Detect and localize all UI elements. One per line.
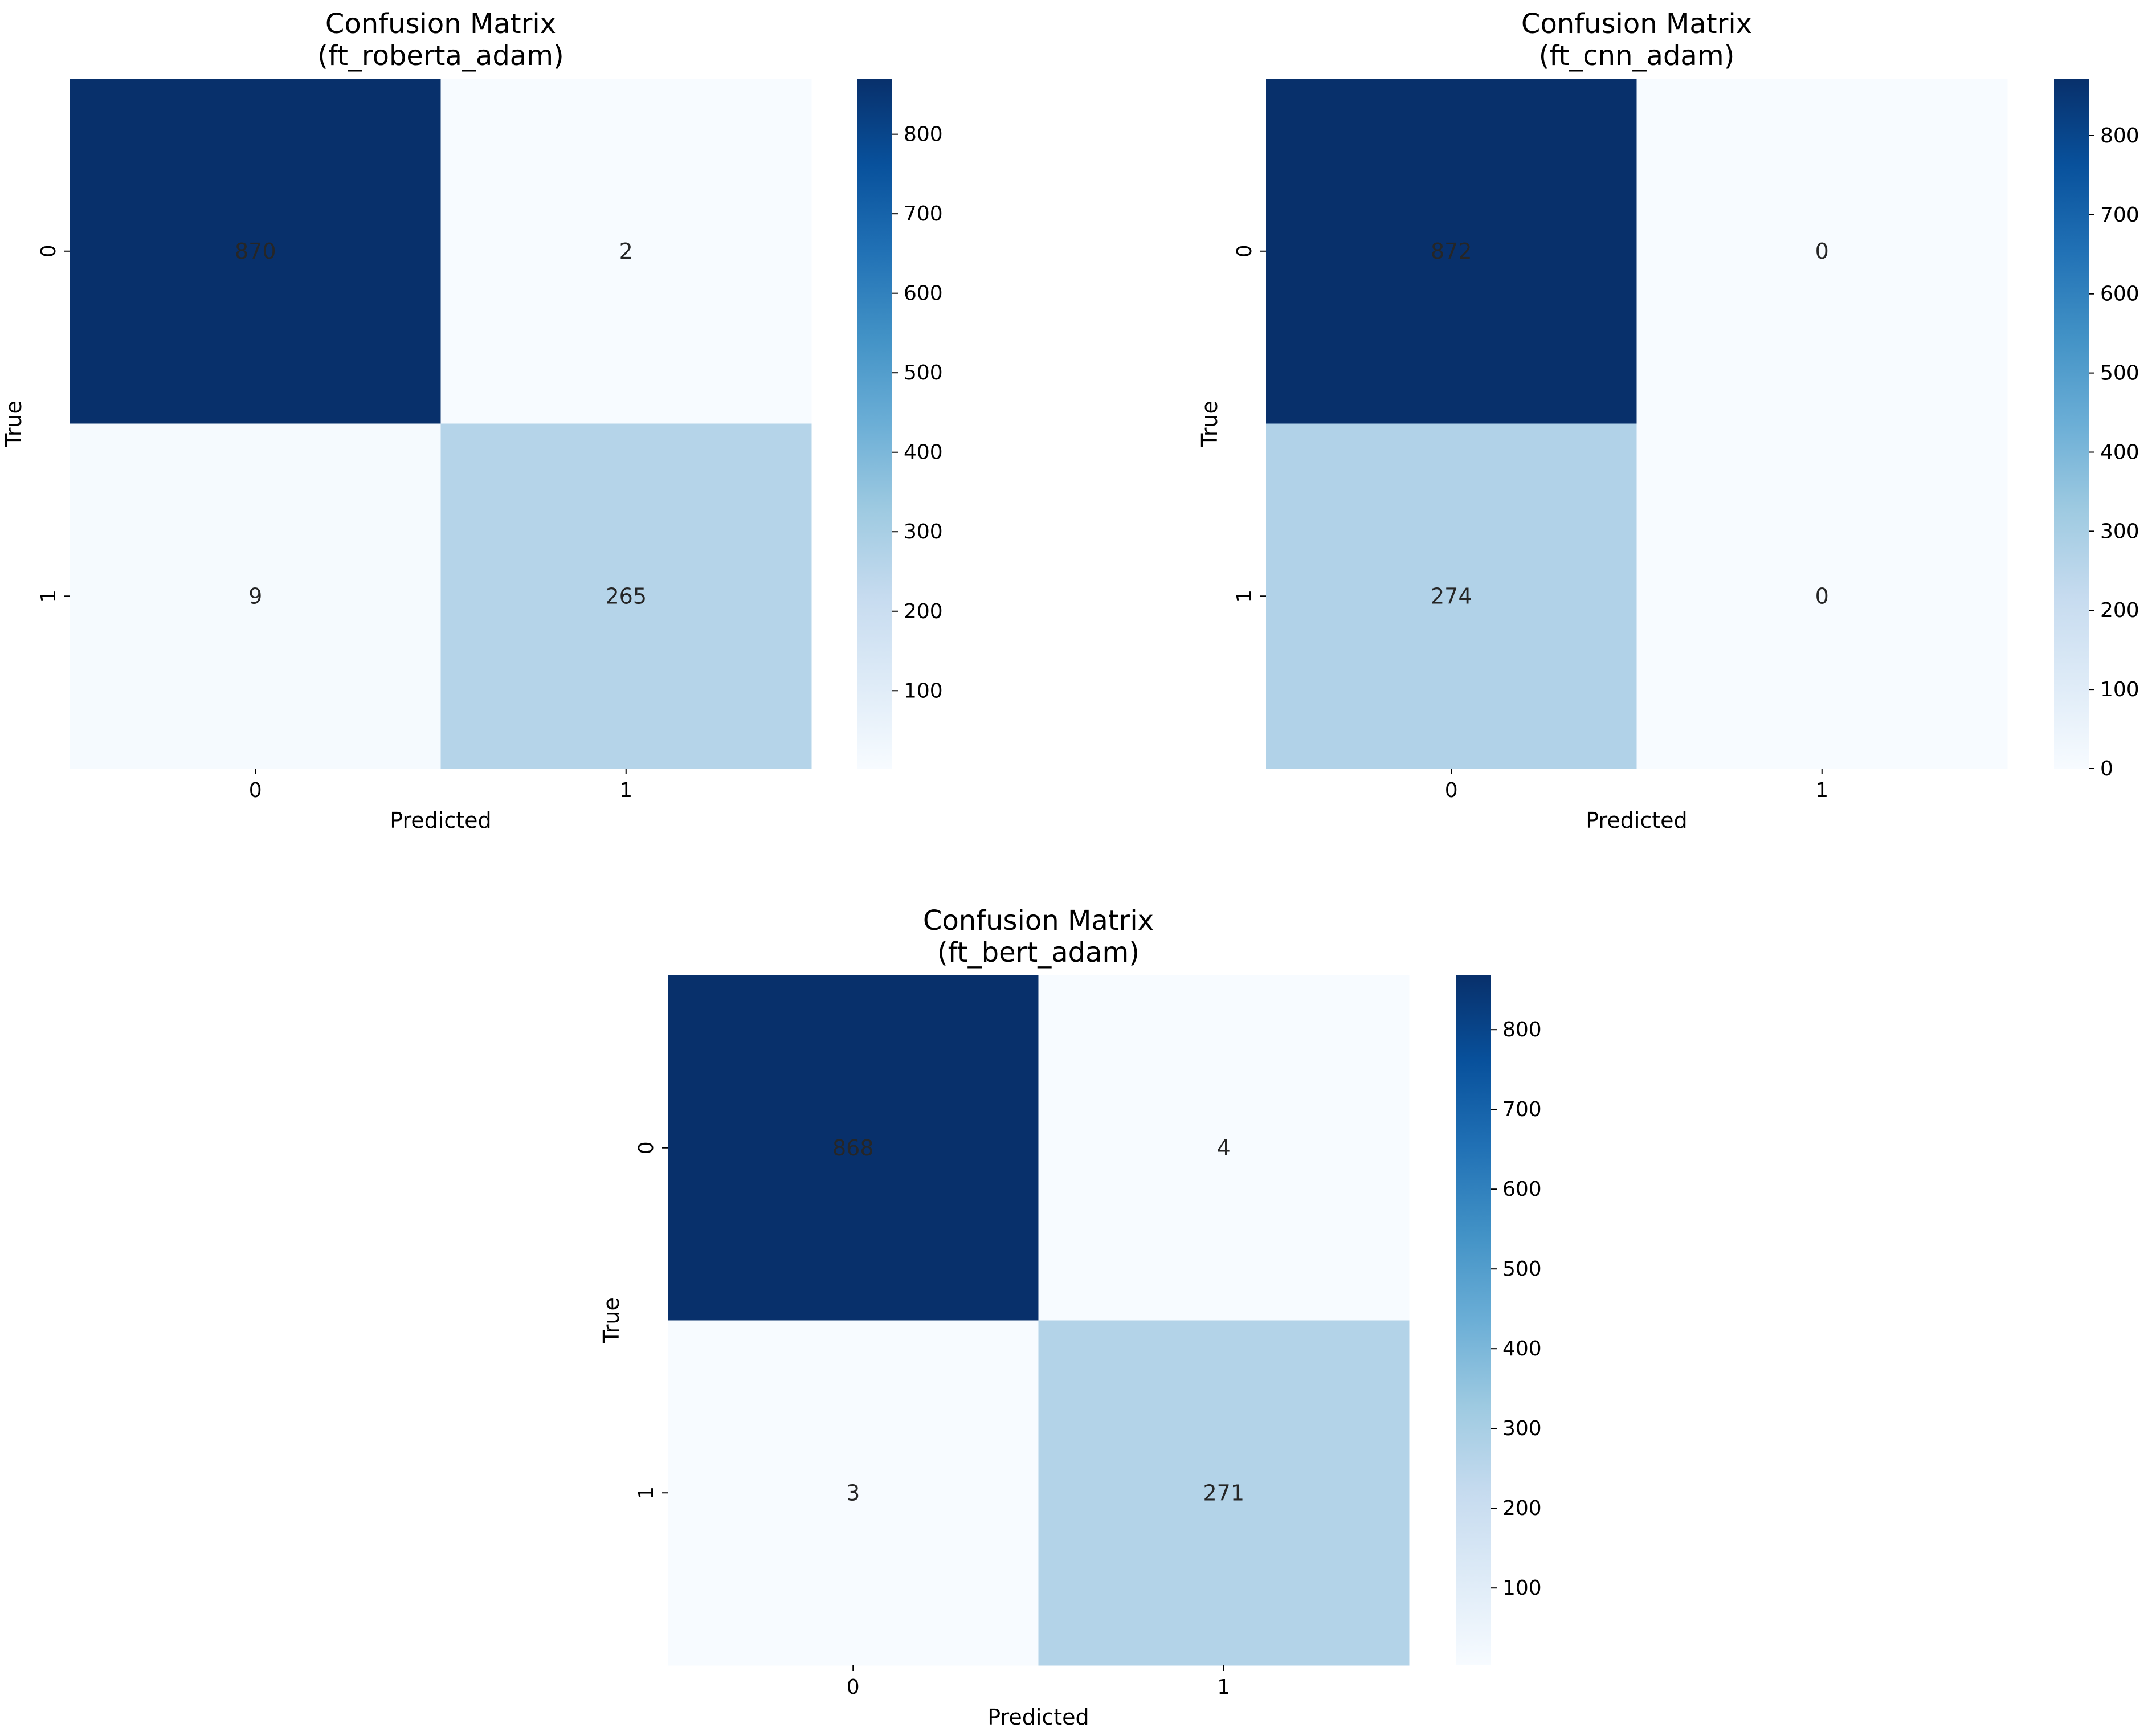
confusion-matrix-panel-1: Confusion Matrix (ft_roberta_adam) 870 2 9 26… <box>1 8 943 833</box>
x-axis-label: Predicted <box>987 1705 1089 1730</box>
colorbar-tick-label: 0 <box>2100 757 2113 781</box>
x-tick-label: 1 <box>1217 1676 1230 1699</box>
colorbar-tick-label: 800 <box>1502 1018 1542 1041</box>
colorbar-tick-label: 300 <box>1502 1417 1542 1440</box>
x-tick-label: 1 <box>1815 779 1828 802</box>
colorbar <box>2054 79 2089 769</box>
y-tick-label: 0 <box>1233 244 1256 258</box>
heatmap-cell-r1-c0 <box>668 1320 1039 1666</box>
x-tick-label: 1 <box>619 779 632 802</box>
heatmap-cell-r0-c1 <box>1038 975 1410 1321</box>
x-tick-label: 0 <box>1445 779 1458 802</box>
colorbar-tick-label: 800 <box>2100 124 2139 148</box>
x-tick-label: 0 <box>249 779 262 802</box>
x-axis-label: Predicted <box>390 808 491 833</box>
cell-value-label: 9 <box>248 583 262 608</box>
colorbar-tick-label: 300 <box>904 520 943 544</box>
y-tick-label: 1 <box>1233 590 1256 603</box>
heatmap-cell-r0-c0 <box>70 79 441 424</box>
cell-value-label: 868 <box>832 1135 874 1161</box>
x-tick-label: 0 <box>847 1676 860 1699</box>
cell-value-label: 0 <box>1815 239 1829 264</box>
colorbar-tick-label: 100 <box>1502 1576 1542 1600</box>
cell-value-label: 0 <box>1815 583 1829 608</box>
colorbar <box>1456 975 1491 1665</box>
colorbar-tick-label: 200 <box>1502 1497 1542 1520</box>
heatmap-cell-r1-c1 <box>1038 1320 1410 1666</box>
heatmap-cell-r0-c1 <box>440 79 812 424</box>
y-axis-label: True <box>1197 401 1222 447</box>
colorbar-tick-label: 500 <box>904 361 943 385</box>
cell-value-label: 870 <box>235 239 276 264</box>
colorbar-tick-label: 700 <box>904 202 943 226</box>
colorbar-tick-label: 500 <box>2100 362 2139 385</box>
y-tick-label: 1 <box>635 1486 658 1500</box>
colorbar-tick-label: 400 <box>2100 440 2139 464</box>
heatmap-cell-r0-c0 <box>1266 79 1637 424</box>
colorbar <box>857 79 892 769</box>
colorbar-tick-label: 700 <box>1502 1098 1542 1121</box>
colorbar-tick-label: 400 <box>1502 1337 1542 1361</box>
colorbar-tick-label: 700 <box>2100 203 2139 227</box>
colorbar-tick-label: 600 <box>1502 1178 1542 1201</box>
chart-title: Confusion Matrix (ft_cnn_adam) <box>1521 8 1752 72</box>
cell-value-label: 274 <box>1431 583 1472 608</box>
cell-value-label: 271 <box>1203 1480 1244 1505</box>
colorbar-tick-label: 300 <box>2100 520 2139 543</box>
colorbar-tick-label: 600 <box>2100 283 2139 306</box>
heatmap-cell-r1-c0 <box>1266 423 1637 769</box>
colorbar-tick-label: 400 <box>904 441 943 464</box>
cell-value-label: 872 <box>1431 239 1472 264</box>
cell-value-label: 4 <box>1217 1135 1231 1161</box>
chart-title: Confusion Matrix (ft_roberta_adam) <box>317 8 563 72</box>
colorbar-tick-label: 200 <box>904 600 943 623</box>
colorbar-tick-label: 500 <box>1502 1257 1542 1281</box>
y-tick-label: 0 <box>37 244 60 258</box>
colorbar-tick-label: 100 <box>904 679 943 702</box>
y-tick-label: 1 <box>37 590 60 603</box>
colorbar-tick-label: 800 <box>904 123 943 146</box>
colorbar-tick-label: 200 <box>2100 599 2139 622</box>
heatmap-cell-r0-c0 <box>668 975 1039 1321</box>
colorbar-tick-label: 100 <box>2100 678 2139 701</box>
heatmap-cell-r0-c1 <box>1636 79 2008 424</box>
cell-value-label: 3 <box>846 1480 860 1505</box>
heatmap-cell-r1-c1 <box>440 423 812 769</box>
confusion-matrix-panel-3: Confusion Matrix (ft_bert_adam) 868 4 3 271 0 1… <box>599 905 1542 1730</box>
heatmap-cell-r1-c0 <box>70 423 441 769</box>
colorbar-tick-label: 600 <box>904 282 943 305</box>
cell-value-label: 265 <box>605 583 647 608</box>
cell-value-label: 2 <box>619 239 633 264</box>
confusion-matrix-panel-2: Confusion Matrix (ft_cnn_adam) 872 0 274 0 0 1 P… <box>1197 8 2139 833</box>
chart-title: Confusion Matrix (ft_bert_adam) <box>923 905 1154 969</box>
heatmap-cell-r1-c1 <box>1636 423 2008 769</box>
y-axis-label: True <box>1 401 26 447</box>
y-axis-label: True <box>599 1297 624 1344</box>
x-axis-label: Predicted <box>1586 808 1687 833</box>
y-tick-label: 0 <box>635 1141 658 1154</box>
